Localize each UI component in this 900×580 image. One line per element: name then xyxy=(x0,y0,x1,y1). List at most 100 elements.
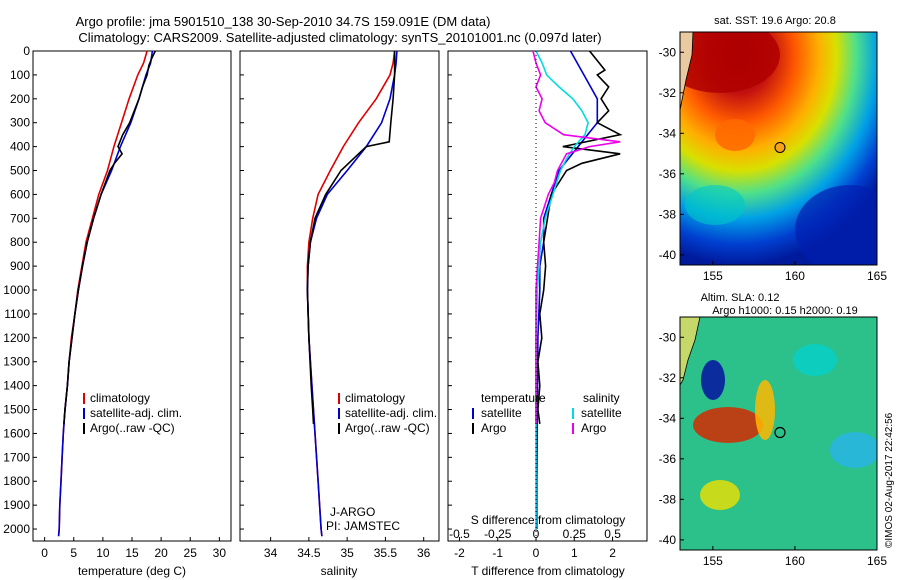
map-x-tick-label: 160 xyxy=(785,554,805,568)
sla-high-arm xyxy=(755,380,775,440)
series-line-climatology xyxy=(57,50,148,537)
series-line-satellite-adj-clim- xyxy=(306,50,398,537)
x-tick-label: 35 xyxy=(340,546,354,560)
x-tick-label: 1 xyxy=(571,546,578,560)
map-y-tick-label: -34 xyxy=(659,411,677,425)
x2-tick-label: 0 xyxy=(533,527,540,541)
depth-axis: 0 100 200 300 400 500 600 700 800 900 1000 1100 1200… xyxy=(3,44,452,536)
salinity-series xyxy=(306,50,398,537)
depth-tick-label: 200 xyxy=(10,92,30,106)
depth-tick-label: 100 xyxy=(10,68,30,82)
depth-tick-label: 0 xyxy=(23,44,30,58)
temperature-series xyxy=(57,50,157,537)
x-tick-label: 20 xyxy=(154,546,168,560)
series-line-temperature-argo xyxy=(537,50,623,425)
map-y-tick-label: -32 xyxy=(659,86,677,100)
x-tick-label: -2 xyxy=(454,546,465,560)
sst-map-title: sat. SST: 19.6 Argo: 20.8 xyxy=(714,15,836,27)
legend-label-argo: Argo(..raw -QC) xyxy=(90,421,175,435)
sla-blue-patch xyxy=(830,432,877,468)
title-line-1: Argo profile: jma 5901510_138 30-Sep-201… xyxy=(76,14,491,29)
difference-legend: temperature salinity satellite Argo sate… xyxy=(472,391,622,435)
sla-map-title: Altim. SLA: 0.12 xyxy=(701,292,780,304)
depth-tick-label: 1100 xyxy=(4,307,30,321)
sst-warm-core xyxy=(680,32,780,93)
series-line-satellite-adj-clim- xyxy=(57,50,154,537)
legend-label-s-satellite: satellite xyxy=(581,406,622,420)
legend-label-satellite: satellite-adj. clim. xyxy=(90,406,182,420)
legend-title-temperature: temperature xyxy=(481,391,546,405)
sst-warm-tongue xyxy=(715,119,755,151)
depth-tick-label: 2000 xyxy=(3,522,30,536)
depth-tick-label: 1300 xyxy=(3,355,30,369)
depth-tick-label: 700 xyxy=(10,211,30,225)
sla-cyan-patch xyxy=(793,344,837,376)
map-x-tick-label: 155 xyxy=(703,269,723,283)
x-tick-label: 2 xyxy=(609,546,616,560)
map-y-tick-label: -34 xyxy=(659,126,677,140)
map-y-tick-label: -30 xyxy=(659,330,677,344)
sla-map-subtitle: Argo h1000: 0.15 h2000: 0.19 xyxy=(712,305,858,317)
salinity-legend: climatology satellite-adj. clim. Argo(..… xyxy=(326,391,437,533)
depth-tick-label: 400 xyxy=(10,140,30,154)
argo-location-marker xyxy=(774,426,786,439)
credit-text: ©IMOS 02-Aug-2017 22:42:56 xyxy=(884,412,895,548)
x2-tick-label: 0.5 xyxy=(604,527,621,541)
x-tick-label: 36 xyxy=(417,546,431,560)
map-y-tick-label: -38 xyxy=(659,492,677,506)
depth-tick-label: 1900 xyxy=(3,498,30,512)
annotation-j-argo: J-ARGO xyxy=(330,505,375,519)
x-tick-label: 0 xyxy=(41,546,48,560)
legend-label-t-satellite: satellite xyxy=(481,406,522,420)
sst-cool-eddy xyxy=(685,185,745,225)
legend-label-climatology: climatology xyxy=(345,391,405,405)
legend-label-satellite: satellite-adj. clim. xyxy=(345,406,437,420)
sla-map-axes: 155 160 165 -30 -32 -34 -36 -38 -40 xyxy=(659,330,888,568)
temperature-legend: climatology satellite-adj. clim. Argo(..… xyxy=(83,391,182,435)
sst-map: sat. SST: 19.6 Argo: 20.8 155 160 165 -30 -3… xyxy=(659,15,888,283)
difference-series xyxy=(532,50,623,529)
map-y-tick-label: -40 xyxy=(659,533,677,547)
map-y-tick-label: -36 xyxy=(659,452,677,466)
x-tick-label: 25 xyxy=(184,546,198,560)
map-y-tick-label: -36 xyxy=(659,167,677,181)
temperature-panel-frame xyxy=(32,50,232,542)
map-x-tick-label: 165 xyxy=(867,269,887,283)
series-line-argo-raw-qc- xyxy=(63,50,157,424)
map-y-tick-label: -38 xyxy=(659,207,677,221)
legend-title-salinity: salinity xyxy=(583,391,620,405)
x-tick-label: 34.5 xyxy=(297,546,321,560)
salinity-axis-label: salinity xyxy=(321,564,358,578)
legend-label-s-argo: Argo xyxy=(581,421,607,435)
depth-tick-label: 900 xyxy=(10,259,30,273)
x2-tick-label: 0.25 xyxy=(563,527,587,541)
x-tick-label: -1 xyxy=(492,546,503,560)
x2-tick-label: -0.5 xyxy=(449,527,470,541)
x2-tick-label: -0.25 xyxy=(484,527,512,541)
map-x-tick-label: 160 xyxy=(785,269,805,283)
t-difference-axis-label: T difference from climatology xyxy=(471,564,625,578)
sla-map: Altim. SLA: 0.12 Argo h1000: 0.15 h2000:… xyxy=(659,292,888,568)
depth-tick-label: 600 xyxy=(10,187,30,201)
legend-label-t-argo: Argo xyxy=(481,421,507,435)
depth-tick-label: 800 xyxy=(10,235,30,249)
x-tick-label: 35.5 xyxy=(374,546,398,560)
depth-tick-label: 1200 xyxy=(3,331,30,345)
map-y-tick-label: -32 xyxy=(659,371,677,385)
depth-tick-label: 1800 xyxy=(3,474,30,488)
sla-low-eddy xyxy=(701,360,725,400)
sst-map-frame xyxy=(679,31,878,266)
depth-tick-label: 1700 xyxy=(3,450,30,464)
x-tick-label: 0 xyxy=(533,546,540,560)
map-y-tick-label: -30 xyxy=(659,45,677,59)
series-line-salinity-argo xyxy=(532,50,621,424)
map-y-tick-label: -40 xyxy=(659,248,677,262)
title-line-2: Climatology: CARS2009. Satellite-adjuste… xyxy=(78,30,601,45)
sla-coastline xyxy=(680,317,701,386)
temperature-axis: 0 5 10 15 20 25 30 xyxy=(41,537,226,560)
sla-map-frame xyxy=(679,316,878,551)
legend-label-climatology: climatology xyxy=(90,391,150,405)
map-x-tick-label: 165 xyxy=(867,554,887,568)
x-tick-label: 15 xyxy=(125,546,139,560)
depth-tick-label: 1000 xyxy=(3,283,30,297)
